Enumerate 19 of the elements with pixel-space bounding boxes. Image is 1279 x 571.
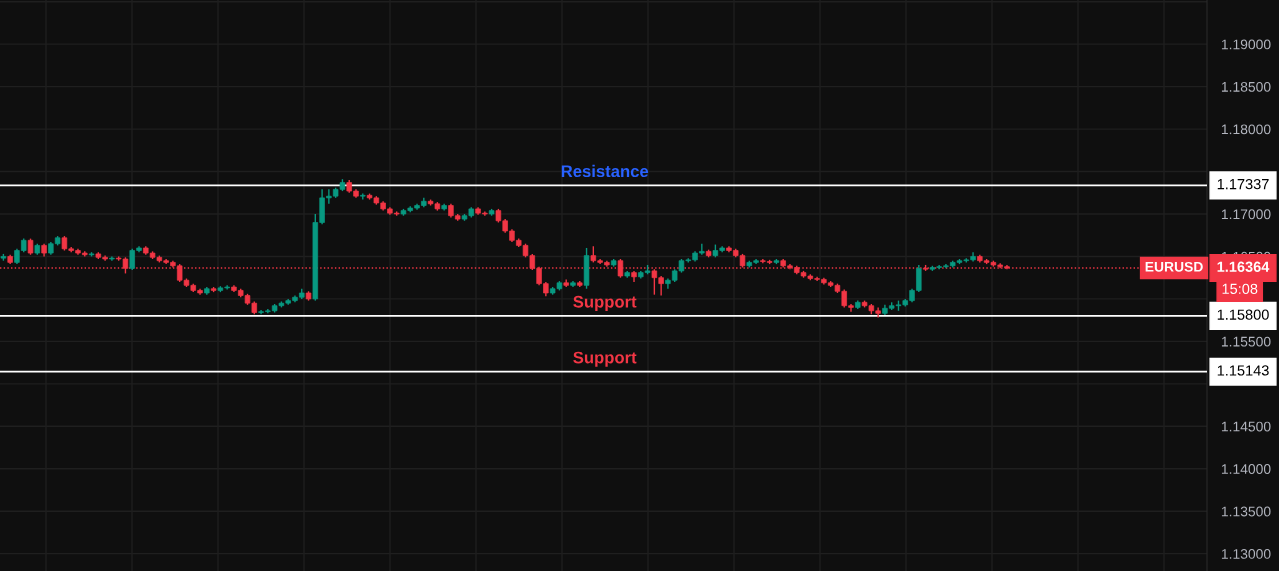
ref-line-label: Support xyxy=(573,295,637,311)
y-tick-label: 1.14000 xyxy=(1221,464,1271,474)
y-tick-label: 1.18500 xyxy=(1221,81,1271,92)
y-tick-label: 1.13500 xyxy=(1221,506,1271,517)
y-tick-label: 1.13000 xyxy=(1221,549,1271,559)
y-tick-label: 1.18000 xyxy=(1221,124,1271,135)
text: 1.15143 xyxy=(1217,365,1269,376)
y-tick-label: 1.17000 xyxy=(1221,209,1271,220)
text: 1.15800 xyxy=(1217,309,1269,320)
ref-line-label: Resistance xyxy=(561,164,649,178)
y-tick-label: 1.15500 xyxy=(1221,336,1271,347)
y-tick-label: 1.19000 xyxy=(1221,39,1271,50)
text: 15:08 xyxy=(1222,283,1258,294)
ref-line-label: EURUSD xyxy=(1145,261,1203,272)
text: 1.17337 xyxy=(1217,178,1269,190)
text: 1.16364 xyxy=(1217,261,1270,272)
candlestick xyxy=(109,255,115,262)
ref-line-label: Support xyxy=(573,351,637,367)
y-tick-label: 1.14500 xyxy=(1221,421,1271,432)
